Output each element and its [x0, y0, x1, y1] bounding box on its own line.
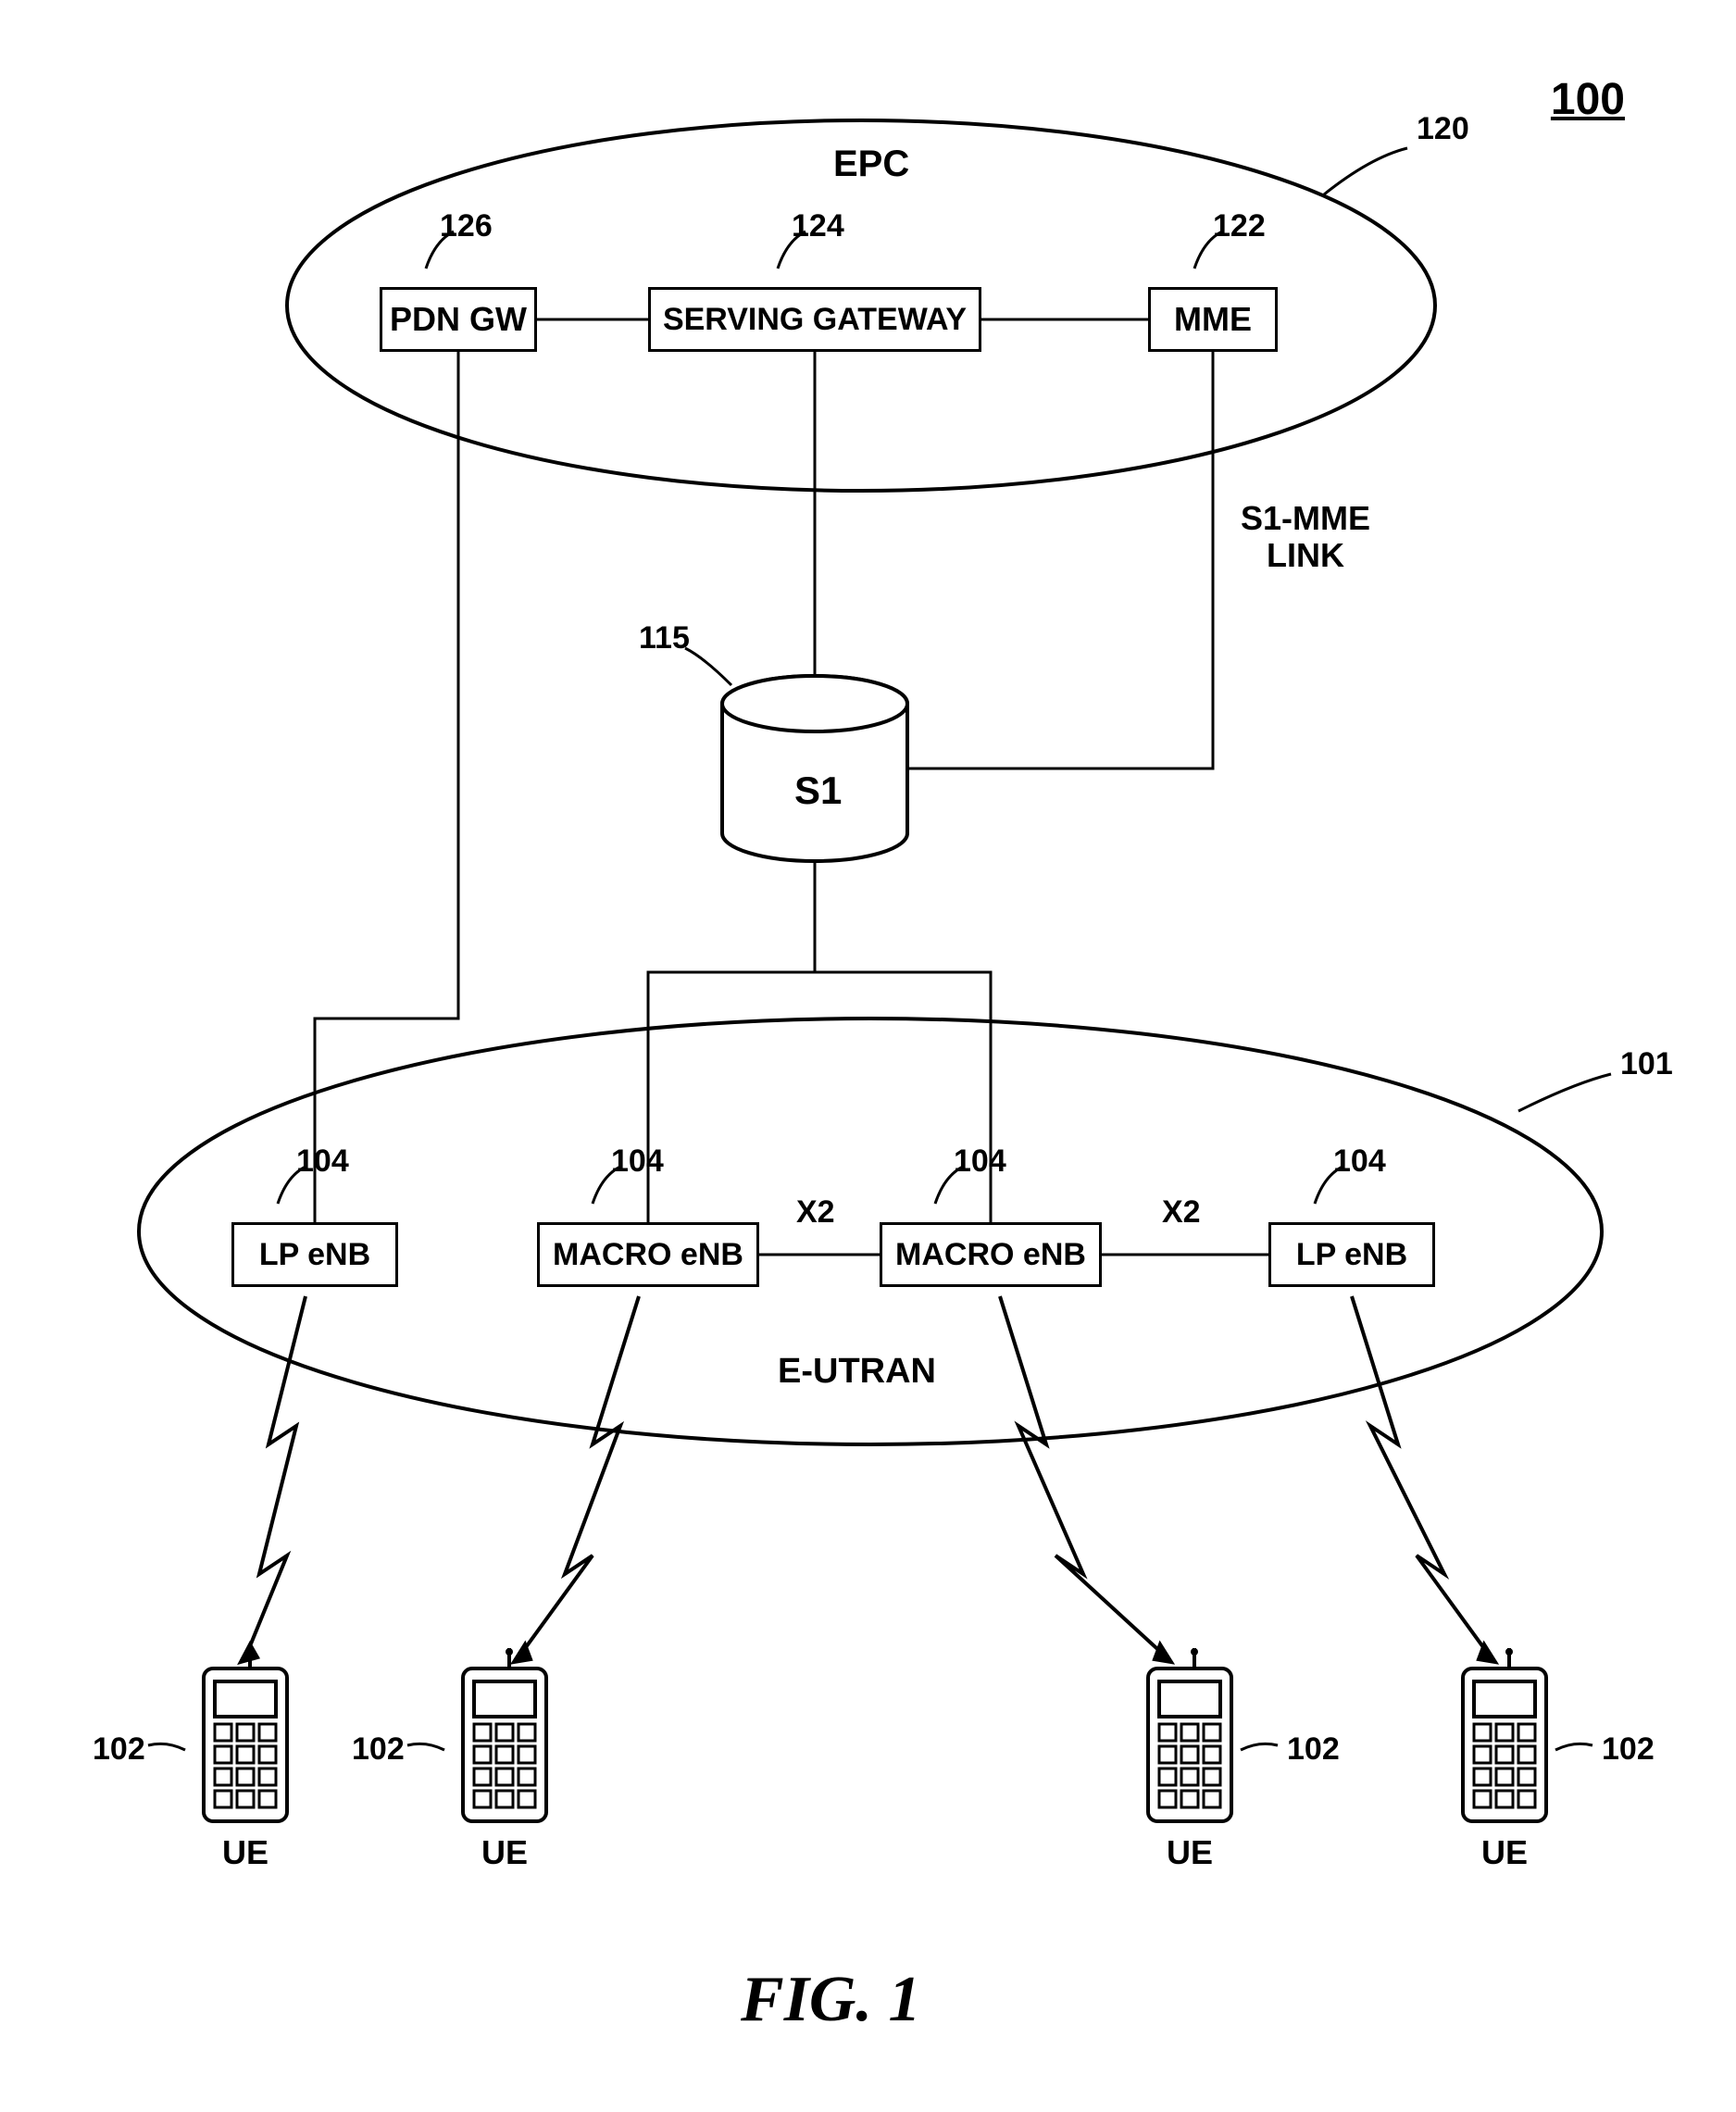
macro-enb-2-label: MACRO eNB — [895, 1237, 1086, 1273]
macro-enb-1-box: MACRO eNB — [537, 1222, 759, 1287]
ue-label-1: UE — [222, 1833, 269, 1872]
lp-enb-right-box: LP eNB — [1268, 1222, 1435, 1287]
mme-ref: 122 — [1213, 208, 1266, 244]
epc-ref-leader — [1324, 148, 1407, 194]
ue-phone-4 — [1444, 1648, 1555, 1838]
wireless-bolt-3 — [1000, 1296, 1171, 1662]
lp-enb-left-label: LP eNB — [259, 1237, 370, 1273]
mme-label: MME — [1174, 300, 1252, 339]
macro-enb-2-box: MACRO eNB — [880, 1222, 1102, 1287]
s1-to-macros-line — [648, 861, 991, 1222]
ue-phone-2 — [444, 1648, 556, 1838]
ue-ref-2: 102 — [352, 1731, 405, 1768]
s1-mme-link-label: S1-MME LINK — [1241, 500, 1370, 573]
lp-enb-right-ref: 104 — [1333, 1143, 1386, 1180]
wireless-bolt-1 — [241, 1296, 306, 1662]
lp-enb-left-ref: 104 — [296, 1143, 349, 1180]
figure-caption: FIG. 1 — [741, 1963, 920, 2037]
ue-label-3: UE — [1167, 1833, 1213, 1872]
epc-label: EPC — [833, 144, 909, 185]
lp-enb-left-box: LP eNB — [231, 1222, 398, 1287]
macro-enb-1-label: MACRO eNB — [553, 1237, 743, 1273]
serving-gateway-ref: 124 — [792, 208, 844, 244]
x2-label-2: X2 — [1162, 1194, 1201, 1231]
serving-gateway-box: SERVING GATEWAY — [648, 287, 981, 352]
epc-ref: 120 — [1417, 111, 1469, 147]
s1-ref-leader — [685, 648, 731, 685]
macro-enb-1-ref: 104 — [611, 1143, 664, 1180]
pdn-gw-ref: 126 — [440, 208, 493, 244]
eutran-ref-leader — [1518, 1074, 1611, 1111]
wireless-bolt-2 — [514, 1296, 639, 1662]
ue-label-2: UE — [481, 1833, 528, 1872]
s1-ref: 115 — [639, 620, 690, 656]
ue-phone-1 — [185, 1648, 296, 1838]
ue-ref-3: 102 — [1287, 1731, 1340, 1768]
x2-label-1: X2 — [796, 1194, 835, 1231]
ue-ref-1: 102 — [93, 1731, 145, 1768]
serving-gateway-label: SERVING GATEWAY — [663, 302, 967, 338]
ue-phone-3 — [1130, 1648, 1241, 1838]
pdn-gw-box: PDN GW — [380, 287, 537, 352]
eutran-ref: 101 — [1620, 1046, 1673, 1082]
pdn-to-lpenb-line — [315, 352, 458, 1222]
s1-label: S1 — [794, 769, 842, 813]
ue-ref-4: 102 — [1602, 1731, 1655, 1768]
eutran-label: E-UTRAN — [778, 1352, 936, 1392]
mme-box: MME — [1148, 287, 1278, 352]
mme-to-s1-line — [907, 352, 1213, 769]
figure-number: 100 — [1551, 74, 1625, 125]
macro-enb-2-ref: 104 — [954, 1143, 1006, 1180]
ue-label-4: UE — [1481, 1833, 1528, 1872]
lp-enb-right-label: LP eNB — [1296, 1237, 1407, 1273]
pdn-gw-label: PDN GW — [390, 300, 527, 339]
